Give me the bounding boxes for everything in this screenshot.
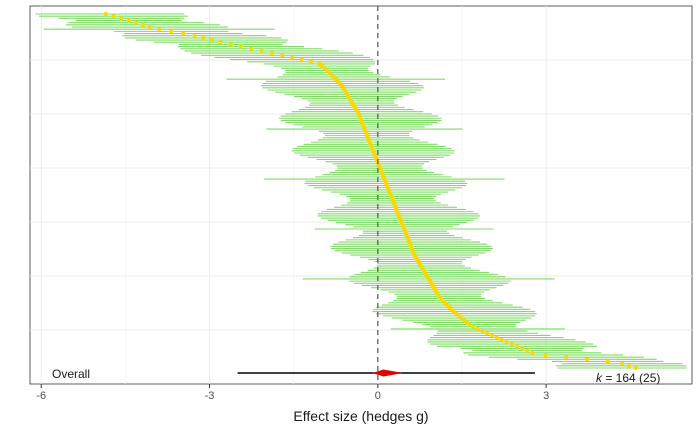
- x-tick-label: -6: [36, 390, 46, 402]
- study-point: [520, 346, 525, 351]
- study-point: [269, 50, 275, 56]
- study-point: [126, 18, 132, 23]
- study-point: [290, 55, 295, 60]
- study-point: [133, 20, 139, 25]
- study-point: [181, 31, 186, 36]
- x-tick-label: 0: [375, 390, 381, 402]
- study-point: [209, 37, 214, 43]
- study-point: [633, 365, 638, 371]
- study-point: [620, 361, 625, 366]
- study-point: [228, 42, 233, 47]
- study-point: [157, 27, 162, 32]
- study-point: [543, 352, 548, 358]
- x-axis: -6 -3 0 3: [36, 384, 549, 402]
- study-point: [525, 348, 530, 353]
- study-point: [485, 331, 490, 336]
- study-point: [584, 357, 590, 362]
- study-point: [192, 33, 197, 38]
- study-point: [103, 11, 108, 17]
- study-point: [309, 59, 314, 64]
- overall-label: Overall: [52, 367, 90, 381]
- study-point: [470, 324, 476, 329]
- study-point: [147, 24, 152, 30]
- study-point: [238, 44, 244, 49]
- study-point: [480, 328, 485, 334]
- k-rest: = 164 (25): [602, 371, 660, 385]
- study-point: [509, 342, 514, 347]
- study-point: [140, 22, 146, 27]
- study-point: [564, 355, 569, 360]
- study-point: [514, 344, 520, 349]
- study-point: [119, 16, 124, 21]
- study-point: [111, 14, 116, 19]
- study-point: [626, 363, 632, 368]
- k-annotation: k = 164 (25): [596, 371, 660, 385]
- study-point: [530, 350, 535, 355]
- study-point: [467, 322, 472, 327]
- study-point: [249, 46, 254, 51]
- study-point: [605, 359, 610, 364]
- study-point: [475, 326, 480, 332]
- study-point: [169, 29, 174, 34]
- study-point: [504, 339, 509, 345]
- x-axis-title: Effect size (hedges g): [293, 408, 428, 424]
- x-tick-label: 3: [543, 390, 549, 402]
- x-tick-label: -3: [205, 390, 215, 402]
- study-point: [201, 35, 206, 40]
- study-point: [489, 333, 495, 338]
- study-point: [494, 335, 499, 340]
- study-points: [103, 11, 638, 371]
- plot-background: [29, 5, 693, 385]
- study-point: [499, 337, 504, 342]
- study-point: [280, 53, 285, 58]
- overall-diamond: [372, 369, 404, 377]
- study-point: [218, 40, 223, 45]
- study-point: [299, 57, 304, 62]
- study-point: [259, 48, 264, 54]
- k-italic: k: [596, 371, 603, 385]
